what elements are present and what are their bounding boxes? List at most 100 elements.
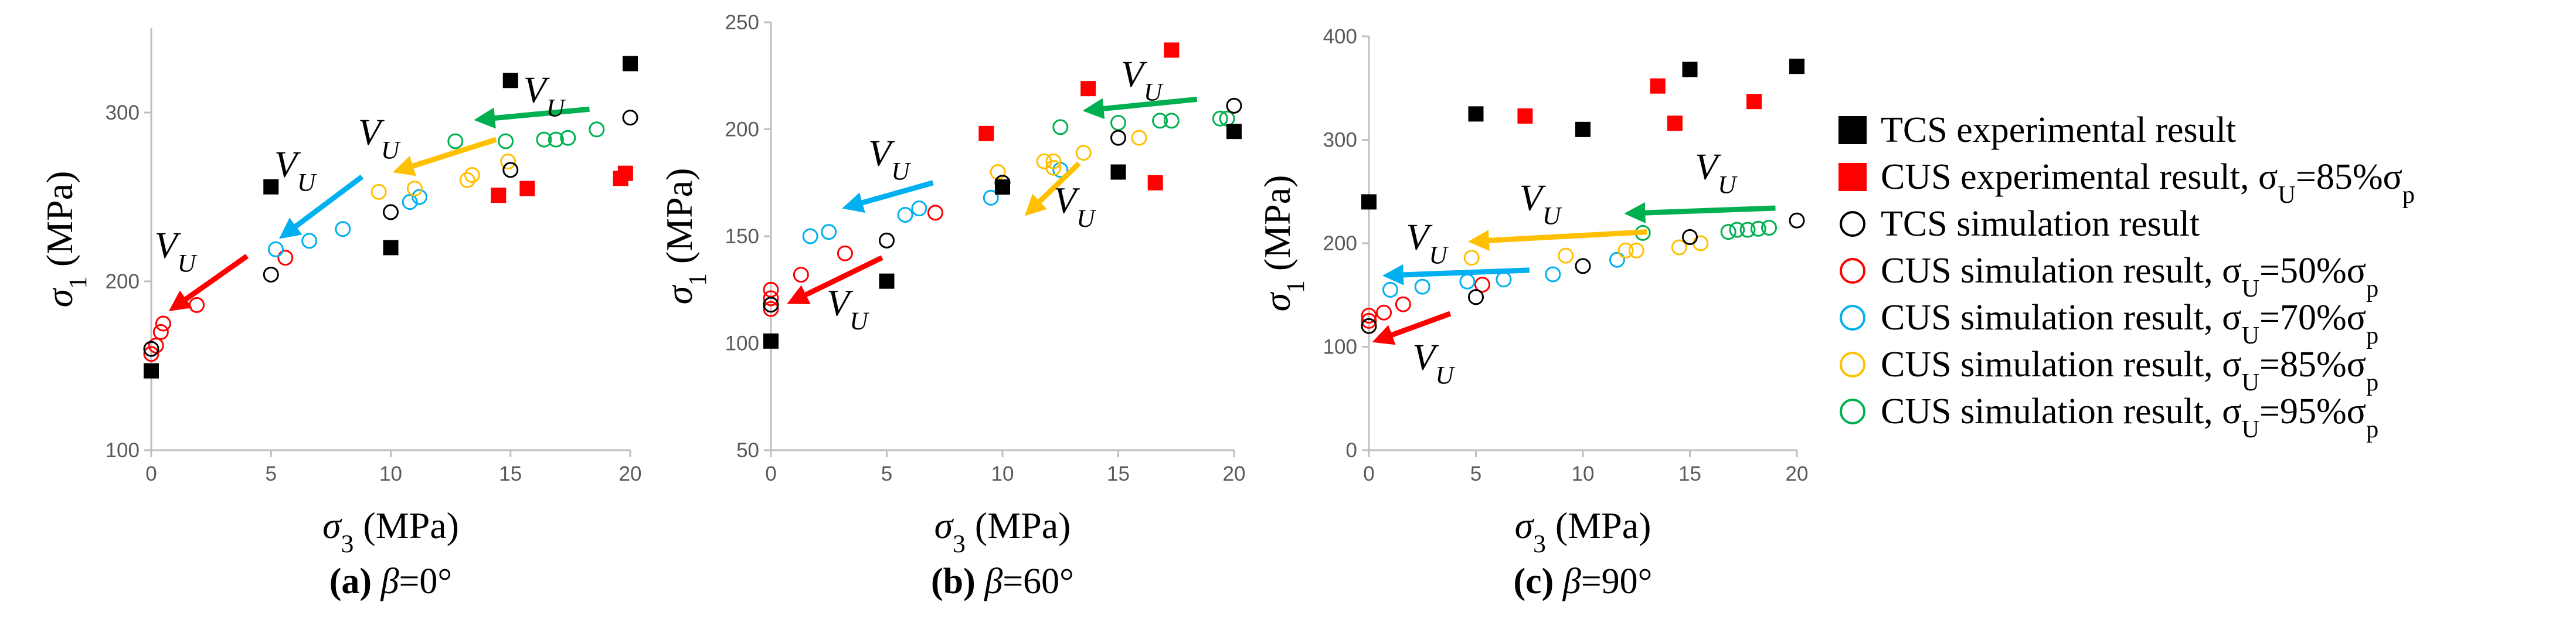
x-tick-label: 10 xyxy=(991,462,1014,485)
legend-marker-cus85 xyxy=(1840,352,1865,377)
panel-caption: (a) β=0° xyxy=(329,562,452,601)
point-cus_exp xyxy=(491,188,507,203)
point-cus70 xyxy=(301,233,318,249)
point-cus70 xyxy=(1382,281,1398,298)
x-tick-label: 20 xyxy=(1223,462,1246,485)
point-cus70 xyxy=(1545,266,1561,283)
point-tcs_exp xyxy=(144,363,159,379)
point-tcs_sim xyxy=(1468,289,1484,305)
y-tick-label: 150 xyxy=(725,225,759,248)
point-cus95 xyxy=(1212,110,1228,127)
x-tick-label: 5 xyxy=(266,462,277,485)
point-cus70 xyxy=(983,189,999,206)
x-tick-label: 20 xyxy=(1786,462,1809,485)
point-cus_exp xyxy=(617,165,633,181)
point-cus50 xyxy=(189,297,205,313)
chart-panel-2: 50 100 150 200 250 0 5 10 15 20 σ3 (MPa) σ1 (MPa) (b… xyxy=(658,11,1245,601)
point-tcs_exp xyxy=(995,179,1010,195)
point-cus_exp xyxy=(1667,115,1683,131)
vu-label: VU xyxy=(1412,336,1455,389)
point-tcs_exp xyxy=(1575,121,1591,137)
point-cus85 xyxy=(406,181,423,197)
point-tcs_sim xyxy=(1110,130,1126,146)
point-tcs_sim xyxy=(263,266,279,283)
legend: TCS experimental result CUS experimental … xyxy=(1838,110,2415,443)
panel-caption: (c) β=90° xyxy=(1514,562,1653,601)
point-tcs_exp xyxy=(1110,164,1126,180)
point-cus95 xyxy=(1720,224,1736,240)
point-cus95 xyxy=(560,130,576,146)
unloading-arrow xyxy=(1468,229,1647,251)
chart-panel-3: 0 100 200 300 400 0 5 10 15 20 σ3 (MPa) σ1 (MPa) (c)… xyxy=(1256,25,1808,601)
point-cus85 xyxy=(990,164,1006,180)
point-cus50 xyxy=(837,245,853,261)
point-cus95 xyxy=(447,133,464,149)
y-tick-label: 100 xyxy=(1323,336,1357,359)
point-cus85 xyxy=(1463,250,1480,266)
panel-caption: (b) β=60° xyxy=(931,562,1074,601)
point-cus70 xyxy=(821,224,837,240)
legend-label-cus95: CUS simulation result, σU=95%σp xyxy=(1881,392,2378,443)
point-cus85 xyxy=(1671,239,1687,256)
legend-marker-tcs_exp xyxy=(1838,116,1867,144)
point-tcs_exp xyxy=(502,73,518,89)
point-tcs_exp xyxy=(1468,106,1484,122)
x-tick-label: 0 xyxy=(1363,462,1374,485)
unloading-arrow xyxy=(1082,96,1198,120)
point-cus50 xyxy=(277,250,294,266)
legend-label-cus70: CUS simulation result, σU=70%σp xyxy=(1881,298,2378,349)
point-tcs_exp xyxy=(623,56,638,72)
legend-label-tcs_sim: TCS simulation result xyxy=(1881,204,2200,244)
y-axis-label: σ1 (MPa) xyxy=(658,168,712,305)
point-cus70 xyxy=(1414,278,1430,295)
point-cus50 xyxy=(148,337,164,353)
x-tick-label: 15 xyxy=(1107,462,1130,485)
unloading-arrow xyxy=(168,254,249,311)
point-cus95 xyxy=(1152,113,1168,129)
point-tcs_sim xyxy=(622,110,638,126)
point-cus50 xyxy=(1376,304,1392,321)
point-cus85 xyxy=(1045,159,1062,176)
legend-marker-tcs_sim xyxy=(1840,211,1865,237)
point-cus70 xyxy=(1496,271,1512,288)
x-axis-label: σ3 (MPa) xyxy=(322,505,459,558)
point-tcs_sim xyxy=(879,232,895,249)
point-cus95 xyxy=(1163,113,1180,129)
point-cus50 xyxy=(927,205,943,221)
point-cus85 xyxy=(1628,242,1644,259)
point-cus_exp xyxy=(1746,94,1762,110)
x-tick-label: 5 xyxy=(881,462,892,485)
point-cus_exp xyxy=(1080,81,1096,97)
legend-marker-cus95 xyxy=(1840,399,1865,424)
vu-label: VU xyxy=(524,69,566,123)
unloading-arrow xyxy=(278,174,364,239)
unloading-arrow xyxy=(1024,161,1081,216)
point-tcs_sim xyxy=(1682,229,1698,245)
point-cus95 xyxy=(536,131,552,148)
vu-label: VU xyxy=(155,225,198,278)
legend-marker-cus70 xyxy=(1840,305,1865,331)
point-cus70 xyxy=(1459,273,1476,290)
point-cus85 xyxy=(371,183,387,200)
vu-label: VU xyxy=(1121,53,1164,107)
x-tick-label: 10 xyxy=(379,462,402,485)
unloading-arrow xyxy=(842,180,934,213)
vu-label: VU xyxy=(1520,177,1562,230)
point-cus85 xyxy=(1693,235,1709,251)
point-cus85 xyxy=(500,154,516,170)
y-tick-label: 400 xyxy=(1323,25,1357,48)
unloading-arrow xyxy=(787,255,883,304)
point-cus50 xyxy=(1474,277,1490,293)
chart-panel-1: 100 200 300 0 5 10 15 20 σ3 (MPa) σ1 (MPa) (a) β=0… xyxy=(39,28,641,601)
y-axis-label: σ1 (MPa) xyxy=(1256,175,1310,312)
point-tcs_sim xyxy=(1789,212,1805,229)
point-cus50 xyxy=(143,346,159,362)
point-tcs_sim xyxy=(763,297,779,313)
unloading-arrow xyxy=(392,137,497,176)
point-cus_exp xyxy=(1147,175,1163,191)
point-cus50 xyxy=(763,281,779,298)
x-axis-label: σ3 (MPa) xyxy=(934,505,1071,558)
point-cus85 xyxy=(1617,242,1634,259)
point-tcs_exp xyxy=(383,240,399,256)
point-tcs_exp xyxy=(1682,62,1698,77)
